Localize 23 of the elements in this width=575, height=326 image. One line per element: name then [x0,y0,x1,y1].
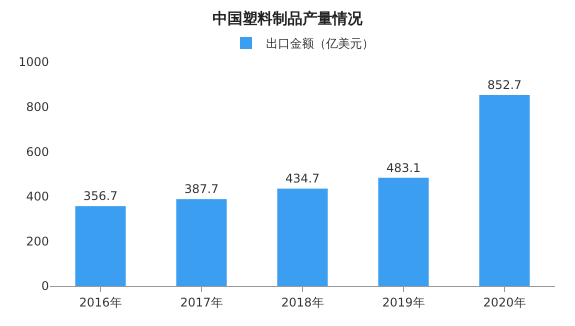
y-tick-label: 600 [26,144,49,159]
data-label: 852.7 [487,78,522,92]
bar [378,178,429,286]
bar [277,188,328,286]
bar [75,206,126,286]
y-tick-label: 0 [41,279,49,294]
legend-label: 出口金额（亿美元） [266,36,374,51]
x-tick-label: 2016年 [79,295,122,310]
x-tick-label: 2020年 [483,295,526,310]
x-tick-label: 2019年 [382,295,425,310]
x-tick-label: 2018年 [281,295,324,310]
data-label: 483.1 [386,160,421,175]
y-tick-label: 400 [26,190,49,204]
data-label: 434.7 [285,172,320,186]
bar [176,199,227,286]
y-tick-label: 1000 [18,55,49,70]
data-label: 356.7 [83,189,118,204]
y-tick-label: 800 [26,100,49,114]
chart-title: 中国塑料制品产量情况 [212,10,364,28]
bar [479,95,530,286]
x-tick-label: 2017年 [180,295,223,310]
data-label: 387.7 [184,182,219,196]
y-tick-label: 200 [26,234,49,248]
